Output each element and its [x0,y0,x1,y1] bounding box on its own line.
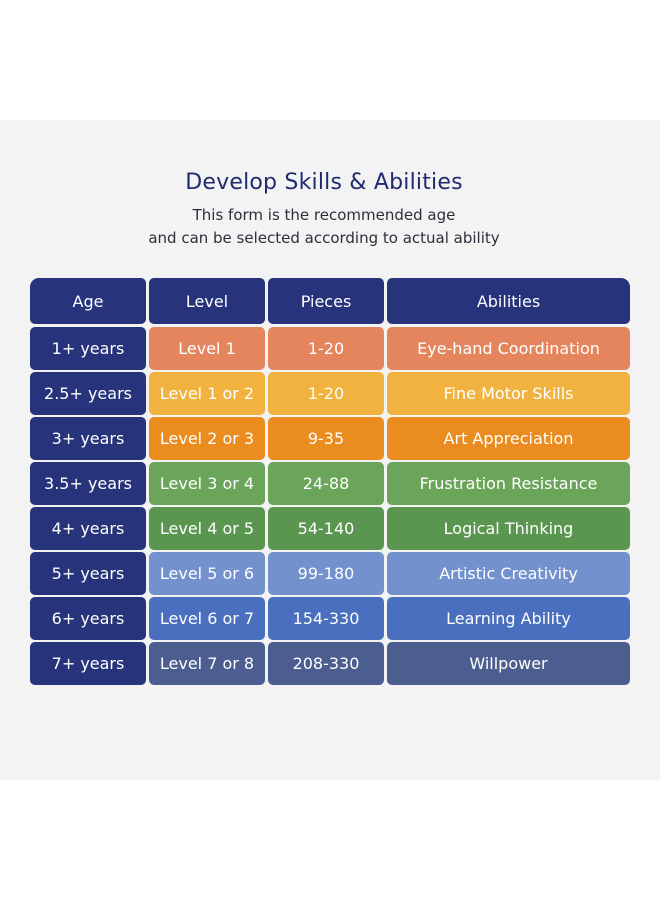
level-cell: Level 2 or 3 [149,417,265,460]
ability-cell: Learning Ability [387,597,630,640]
level-cell: Level 4 or 5 [149,507,265,550]
age-cell: 3+ years [30,417,146,460]
pieces-cell: 99-180 [268,552,384,595]
pieces-cell: 24-88 [268,462,384,505]
level-cell: Level 1 [149,327,265,370]
table-row: 1+ years Level 1 1-20 Eye-hand Coordinat… [30,327,630,370]
age-cell: 3.5+ years [30,462,146,505]
level-cell: Level 1 or 2 [149,372,265,415]
level-cell: Level 3 or 4 [149,462,265,505]
subtitle-line-1: This form is the recommended age [192,206,456,224]
table-row: 3.5+ years Level 3 or 4 24-88 Frustratio… [30,462,630,505]
ability-cell: Fine Motor Skills [387,372,630,415]
pieces-cell: 1-20 [268,327,384,370]
level-cell: Level 5 or 6 [149,552,265,595]
age-cell: 5+ years [30,552,146,595]
age-cell: 2.5+ years [30,372,146,415]
table-header-row: Age Level Pieces Abilities [30,278,630,324]
column-header-level: Level [149,278,265,324]
table-row: 4+ years Level 4 or 5 54-140 Logical Thi… [30,507,630,550]
ability-cell: Willpower [387,642,630,685]
ability-cell: Art Appreciation [387,417,630,460]
level-cell: Level 6 or 7 [149,597,265,640]
table-row: 6+ years Level 6 or 7 154-330 Learning A… [30,597,630,640]
table-row: 2.5+ years Level 1 or 2 1-20 Fine Motor … [30,372,630,415]
ability-cell: Logical Thinking [387,507,630,550]
ability-cell: Eye-hand Coordination [387,327,630,370]
pieces-cell: 54-140 [268,507,384,550]
age-cell: 7+ years [30,642,146,685]
subtitle-line-2: and can be selected according to actual … [148,229,500,247]
page-title: Develop Skills & Abilities [185,170,463,195]
table-row: 5+ years Level 5 or 6 99-180 Artistic Cr… [30,552,630,595]
pieces-cell: 154-330 [268,597,384,640]
column-header-age: Age [30,278,146,324]
pieces-cell: 208-330 [268,642,384,685]
table-row: 3+ years Level 2 or 3 9-35 Art Appreciat… [30,417,630,460]
ability-cell: Artistic Creativity [387,552,630,595]
pieces-cell: 1-20 [268,372,384,415]
ability-cell: Frustration Resistance [387,462,630,505]
age-cell: 6+ years [30,597,146,640]
table-row: 7+ years Level 7 or 8 208-330 Willpower [30,642,630,685]
column-header-pieces: Pieces [268,278,384,324]
pieces-cell: 9-35 [268,417,384,460]
age-cell: 1+ years [30,327,146,370]
age-cell: 4+ years [30,507,146,550]
column-header-abilities: Abilities [387,278,630,324]
level-cell: Level 7 or 8 [149,642,265,685]
